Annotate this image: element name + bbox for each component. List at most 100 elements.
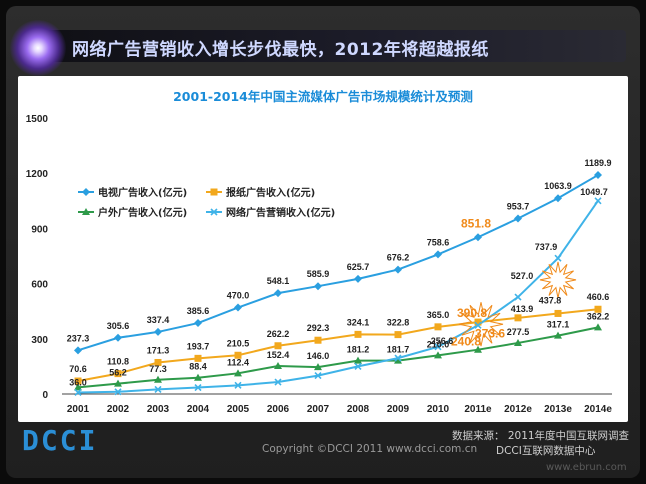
tv-data-label: 676.2	[387, 253, 410, 263]
newspaper-data-point	[114, 370, 122, 378]
internet-data-point	[234, 381, 242, 389]
tv-data-point	[554, 194, 562, 203]
outdoor-data-point	[514, 338, 522, 346]
outdoor-data-point	[74, 383, 82, 391]
internet-series-line	[77, 200, 599, 394]
internet-data-label: 256.6	[431, 336, 454, 346]
outdoor-data-point	[554, 331, 562, 339]
internet-data-point	[154, 385, 162, 393]
y-tick-label: 1200	[26, 169, 49, 180]
newspaper-series-line	[77, 308, 599, 382]
tv-data-label: 337.4	[147, 315, 170, 325]
internet-data-label: 1049.7	[580, 187, 608, 197]
outdoor-data-label: 56.2	[109, 368, 127, 378]
newspaper-data-label: 324.1	[347, 317, 370, 327]
tv-data-point	[274, 289, 282, 298]
outdoor-data-label: 210.0	[427, 339, 450, 349]
tv-data-label: 758.6	[427, 237, 450, 247]
newspaper-data-point	[514, 314, 522, 322]
newspaper-data-point	[354, 330, 362, 338]
outdoor-data-point	[314, 363, 322, 371]
outdoor-data-label: 112.4	[227, 357, 249, 367]
tv-data-label: 305.6	[107, 321, 130, 331]
legend-marker-internet	[210, 208, 218, 216]
internet-data-point	[74, 388, 82, 397]
outdoor-data-label: 181.2	[347, 345, 370, 355]
newspaper-data-label: 171.3	[147, 345, 170, 355]
x-tick-label: 2004	[187, 404, 210, 415]
y-tick-label: 1500	[26, 114, 49, 125]
newspaper-data-point	[594, 305, 602, 313]
internet-data-point	[274, 378, 282, 386]
legend-label-tv: 电视广告收入(亿元)	[98, 186, 187, 199]
x-tick-label: 2006	[267, 404, 290, 415]
y-tick-label: 900	[31, 224, 48, 235]
x-tick-label: 2003	[147, 404, 170, 415]
outdoor-data-label: 317.1	[547, 320, 570, 330]
glowing-orb-icon	[10, 20, 66, 76]
tv-data-point	[394, 265, 402, 274]
newspaper-data-label: 390.8	[457, 306, 487, 320]
internet-data-label: 373.6	[475, 326, 505, 340]
newspaper-data-label: 110.8	[107, 357, 129, 367]
newspaper-data-label: 262.2	[267, 329, 290, 339]
tv-data-label: 237.3	[67, 333, 90, 343]
outdoor-data-point	[474, 345, 482, 353]
tv-data-point	[234, 303, 242, 312]
internet-data-point	[194, 383, 202, 392]
tv-data-point	[194, 319, 202, 328]
data-source-line1: 数据来源： 2011年度中国互联网调查	[452, 430, 630, 442]
newspaper-data-point	[474, 318, 482, 326]
watermark-text: www.ebrun.com	[546, 462, 627, 473]
outdoor-series-line	[77, 326, 599, 389]
y-tick-label: 0	[42, 390, 48, 401]
tv-data-label: 1063.9	[544, 181, 572, 191]
tv-data-point	[594, 171, 602, 180]
legend-marker-newspaper	[210, 188, 218, 196]
tv-data-point	[434, 250, 442, 259]
newspaper-data-label: 322.8	[387, 318, 410, 328]
tv-data-label: 385.6	[187, 306, 210, 316]
outdoor-data-label: 77.3	[149, 364, 167, 374]
internet-data-point	[354, 362, 362, 370]
newspaper-data-point	[154, 358, 162, 366]
outdoor-data-label: 240.8	[451, 335, 481, 349]
internet-data-point	[394, 354, 402, 362]
legend-marker-outdoor	[82, 208, 90, 215]
x-tick-label: 2008	[347, 404, 370, 415]
x-tick-label: 2012e	[504, 404, 532, 415]
newspaper-data-point	[314, 336, 322, 344]
tv-data-label: 625.7	[347, 262, 370, 272]
internet-data-label: 527.0	[511, 271, 534, 281]
newspaper-data-point	[74, 377, 82, 385]
tv-data-label: 585.9	[307, 269, 330, 279]
dcci-logo: DCCI	[22, 427, 97, 455]
internet-data-point	[514, 293, 522, 301]
internet-data-point	[594, 197, 602, 205]
outdoor-data-point	[394, 356, 402, 364]
x-tick-label: 2010	[427, 404, 450, 415]
tv-data-label: 470.0	[227, 291, 250, 301]
logo-text: DCCI	[22, 424, 98, 457]
starburst-2013-highlight	[539, 261, 577, 298]
y-tick-label: 600	[31, 280, 48, 291]
newspaper-data-label: 70.6	[69, 364, 87, 374]
outdoor-data-point	[594, 323, 602, 331]
tv-data-point	[114, 333, 122, 342]
data-source-line2: DCCI互联网数据中心	[496, 445, 596, 457]
internet-data-point	[314, 372, 322, 380]
x-tick-label: 2013e	[544, 404, 572, 415]
tv-data-label: 953.7	[507, 202, 530, 212]
tv-data-point	[314, 282, 322, 291]
internet-data-label: 737.9	[535, 242, 558, 252]
outdoor-data-point	[114, 379, 122, 387]
newspaper-data-label: 413.9	[511, 304, 534, 314]
newspaper-data-label: 292.3	[307, 323, 330, 333]
internet-data-point	[474, 321, 482, 329]
x-tick-label: 2007	[307, 404, 330, 415]
outdoor-data-label: 277.5	[507, 327, 530, 337]
tv-series-line	[77, 174, 599, 352]
outdoor-data-label: 152.4	[267, 350, 290, 360]
